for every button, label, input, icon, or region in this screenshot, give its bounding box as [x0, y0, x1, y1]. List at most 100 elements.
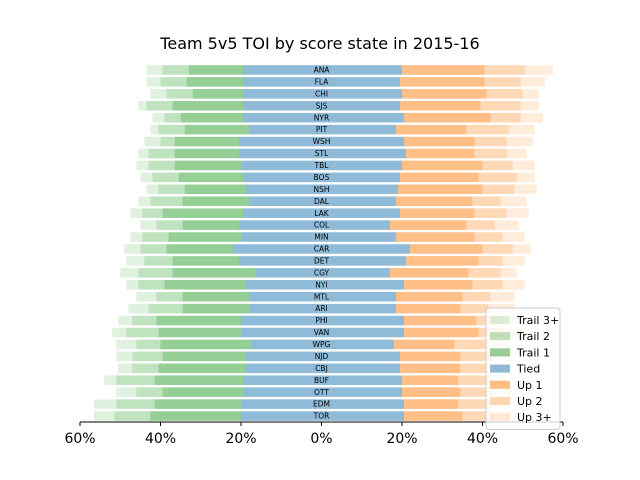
bar-car-up-1-right [410, 244, 483, 254]
legend-swatch-trail-1 [490, 348, 510, 357]
bar-fla-up-3--right [520, 77, 545, 87]
bar-chi-trail-1-left [192, 89, 244, 99]
bar-car-up-2-right [482, 244, 513, 254]
bar-tbl-trail-1-left [174, 160, 241, 171]
chart-title: Team 5v5 TOI by score state in 2015-16 [159, 34, 479, 53]
bar-car-trail-2-left [140, 244, 167, 254]
bar-edm-trail-3--left [94, 399, 117, 409]
x-tick-label: 20% [386, 431, 417, 447]
bar-wsh-up-3--right [506, 136, 533, 147]
bar-nyr-trail-1-left [180, 112, 244, 123]
bar-buf-up-1-right [402, 375, 459, 386]
bar-pit-trail-2-left [158, 124, 185, 135]
bar-fla-up-2-right [484, 77, 521, 87]
legend-swatch-up-3- [490, 413, 510, 422]
bar-det-up-1-right [406, 256, 479, 266]
bar-ari-trail-3--left [128, 303, 149, 314]
bar-lak-trail-1-left [162, 208, 244, 218]
bar-njd-trail-1-left [162, 351, 246, 362]
bar-nsh-up-3--right [514, 184, 537, 195]
team-label-ott: OTT [314, 388, 329, 397]
bar-col-trail-1-left [182, 220, 239, 230]
team-label-cgy: CGY [314, 268, 330, 277]
bar-cgy-tied-left [255, 268, 322, 278]
bar-ott-trail-1-left [162, 387, 244, 397]
legend-swatch-up-2 [490, 397, 510, 405]
team-label-sjs: SJS [316, 101, 328, 110]
legend-swatch-up-1 [490, 380, 510, 389]
bar-tor-up-2-right [462, 411, 493, 421]
bar-fla-trail-2-left [160, 77, 187, 87]
x-tick-label: 40% [145, 431, 176, 447]
team-label-mtl: MTL [314, 292, 330, 301]
bar-dal-trail-3--left [138, 196, 151, 207]
bar-wsh-up-1-right [404, 136, 475, 147]
bar-dal-tied-left [249, 196, 322, 207]
bar-tbl-tied-right [321, 160, 402, 171]
bar-dal-trail-2-left [150, 196, 183, 207]
bar-min-up-2-right [474, 232, 503, 242]
bar-car-trail-3--left [124, 244, 141, 254]
bar-sjs-up-3--right [520, 100, 539, 111]
bar-mtl-tied-left [249, 291, 322, 302]
bar-cgy-tied-right [321, 268, 390, 278]
bar-dal-up-3--right [500, 196, 527, 207]
bar-edm-tied-left [241, 399, 322, 409]
bar-wpg-trail-1-left [160, 339, 252, 350]
bar-tbl-up-1-right [402, 160, 483, 171]
bar-wsh-tied-left [238, 136, 322, 147]
team-label-dal: DAL [314, 197, 330, 206]
bar-fla-up-1-right [399, 77, 485, 87]
bar-det-up-2-right [478, 256, 503, 266]
bar-pit-up-2-right [466, 124, 509, 135]
bar-nsh-tied-left [245, 184, 322, 195]
team-label-det: DET [314, 257, 330, 266]
bar-ana-trail-2-left [162, 65, 189, 75]
bar-wpg-trail-3--left [116, 339, 137, 350]
bar-phi-tied-left [241, 315, 322, 326]
bar-col-tied-left [238, 220, 322, 230]
bar-nyi-up-2-right [472, 279, 503, 290]
bar-chi-trail-3--left [150, 89, 167, 99]
bar-ari-tied-right [321, 303, 396, 314]
bar-mtl-up-3--right [490, 291, 515, 302]
bar-cgy-up-1-right [389, 268, 469, 278]
legend-swatch-trail-2 [490, 332, 510, 341]
team-labels-layer: ANA FLA CHI SJS NYR PIT WSH STL TBL BOS NSH DAL LAK C… [313, 66, 331, 421]
bar-lak-tied-left [243, 208, 322, 218]
bar-dal-tied-right [321, 196, 396, 207]
bar-fla-tied-right [321, 77, 400, 87]
bar-ari-up-2-right [460, 303, 489, 314]
x-tick-label: 40% [467, 431, 498, 447]
bar-col-tied-right [321, 220, 390, 230]
bar-col-trail-2-left [156, 220, 183, 230]
bar-det-up-3--right [502, 256, 525, 266]
bar-phi-tied-right [321, 315, 405, 326]
bar-cbj-trail-3--left [118, 363, 133, 374]
x-tick-label: 60% [64, 431, 95, 447]
team-label-chi: CHI [315, 89, 328, 98]
team-label-tbl: TBL [314, 161, 330, 170]
bar-njd-up-1-right [399, 351, 461, 362]
bar-lak-tied-right [321, 208, 400, 218]
bar-nsh-tied-right [321, 184, 398, 195]
bar-min-trail-1-left [168, 232, 241, 242]
bar-sjs-trail-2-left [146, 100, 173, 111]
legend-label-up-2: Up 2 [517, 395, 543, 408]
bar-pit-up-3--right [508, 124, 535, 135]
bar-bos-trail-1-left [178, 172, 244, 183]
bar-nsh-trail-1-left [184, 184, 246, 195]
bar-sjs-tied-right [321, 100, 400, 111]
bar-min-tied-left [241, 232, 322, 242]
legend-label-trail-1: Trail 1 [516, 346, 550, 359]
legend-label-up-3-: Up 3+ [517, 411, 552, 424]
bar-pit-trail-3--left [150, 124, 159, 135]
team-label-buf: BUF [314, 376, 329, 385]
bar-tor-trail-2-left [114, 411, 151, 421]
team-label-bos: BOS [314, 173, 330, 182]
team-label-car: CAR [314, 245, 330, 254]
bar-nyr-up-3--right [520, 112, 543, 123]
bar-det-trail-3--left [126, 256, 145, 266]
bar-buf-trail-1-left [154, 375, 244, 386]
